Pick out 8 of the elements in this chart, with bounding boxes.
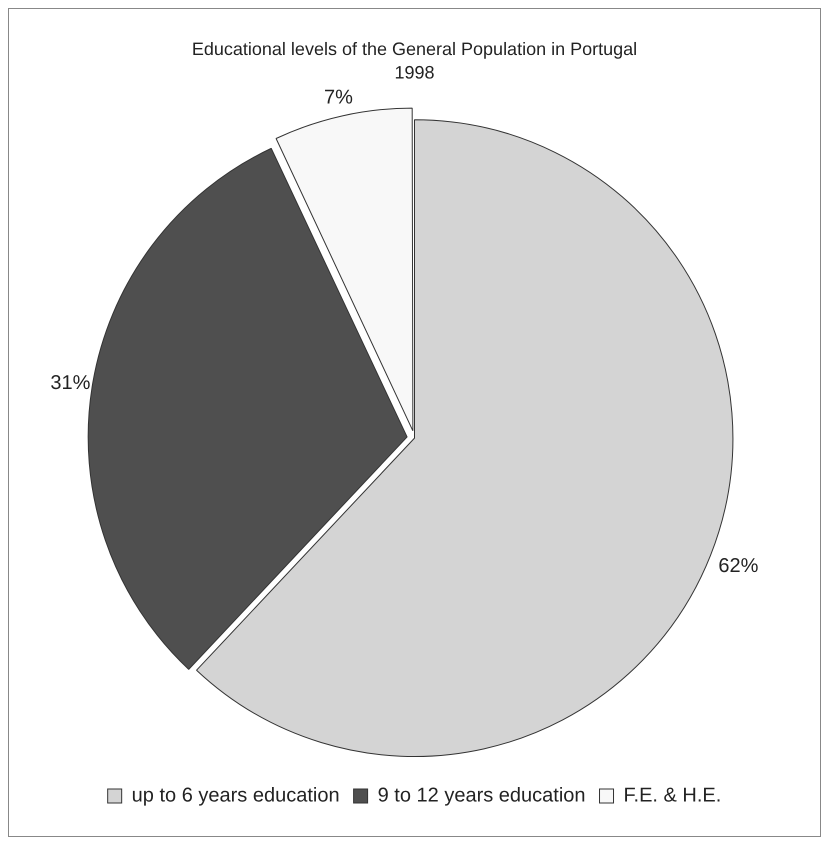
data-label: 62% [718,554,759,577]
data-label: 7% [324,86,354,109]
data-label: 31% [50,372,91,394]
chart-subtitle: 1998 [394,62,435,82]
legend-label: up to 6 years education [132,784,340,807]
legend-label: F.E. & H.E. [624,784,722,807]
legend-label: 9 to 12 years education [378,784,586,807]
chart-title: Educational levels of the General Population in Portugal [192,38,638,59]
